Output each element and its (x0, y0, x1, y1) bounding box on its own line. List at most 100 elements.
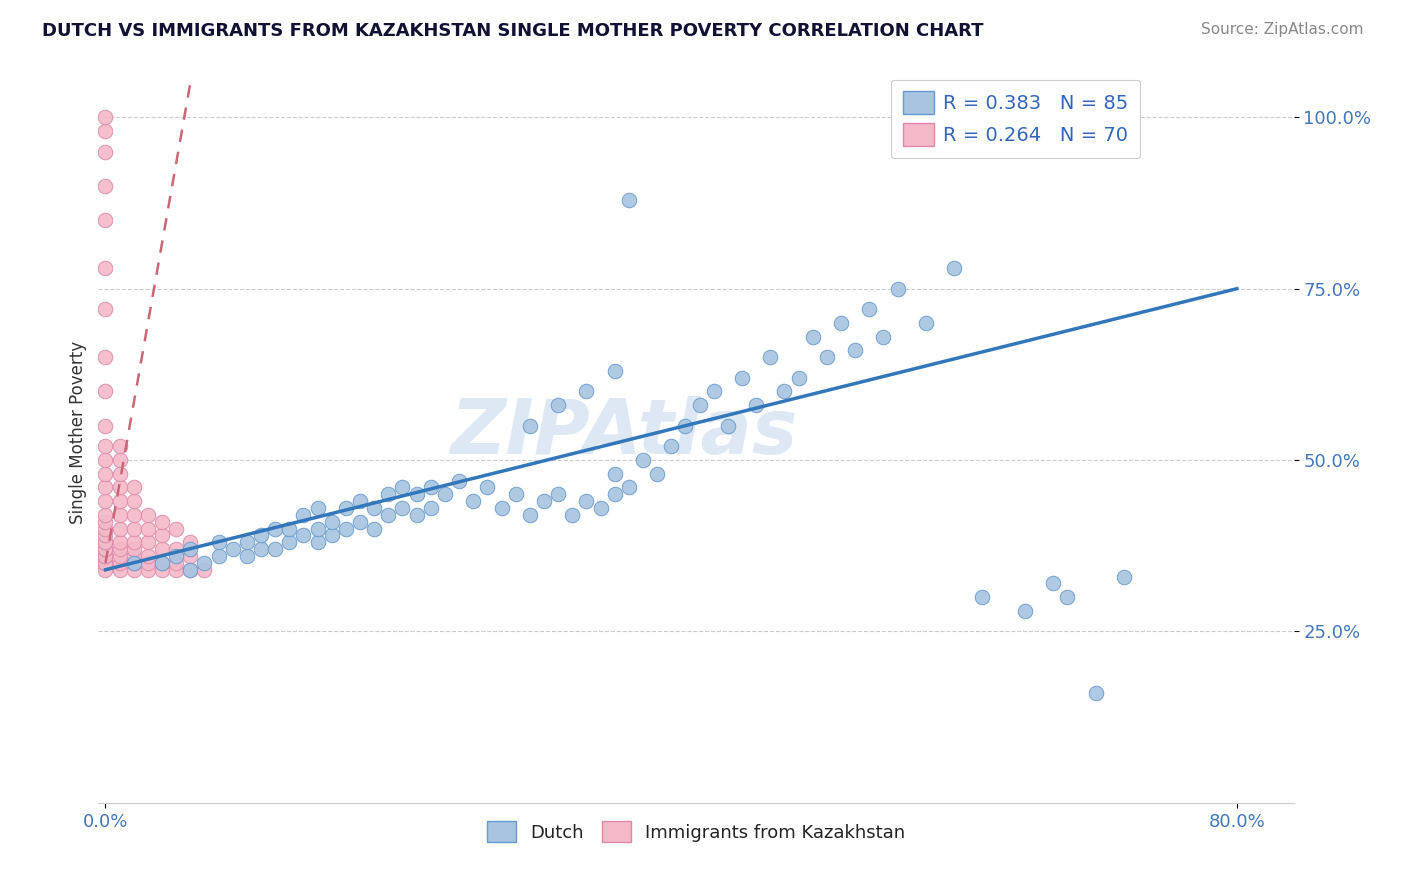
Point (94, 556, 117, 570)
Point (122, 556, 145, 570)
Point (292, 508, 315, 522)
Point (264, 522, 287, 536)
Point (94, 556, 117, 570)
Point (179, 535, 201, 549)
Point (250, 528, 273, 542)
Point (433, 487, 456, 501)
Point (1112, 569, 1135, 583)
Point (858, 302, 880, 317)
Point (547, 487, 569, 501)
Point (108, 542, 131, 557)
Point (179, 542, 201, 557)
Point (519, 418, 541, 433)
Point (165, 563, 187, 577)
Point (335, 501, 357, 516)
Text: DUTCH VS IMMIGRANTS FROM KAZAKHSTAN SINGLE MOTHER POVERTY CORRELATION CHART: DUTCH VS IMMIGRANTS FROM KAZAKHSTAN SING… (42, 22, 984, 40)
Point (1014, 604, 1036, 618)
Point (94, 110, 117, 124)
Point (122, 535, 145, 549)
Point (150, 556, 173, 570)
Point (477, 480, 499, 494)
Point (363, 522, 385, 536)
Point (321, 515, 343, 529)
Point (94, 535, 117, 549)
Point (136, 508, 159, 522)
Point (419, 501, 441, 516)
Point (972, 590, 994, 604)
Point (94, 508, 117, 522)
Point (94, 542, 117, 557)
Point (193, 563, 215, 577)
Point (872, 329, 894, 343)
Point (136, 549, 159, 563)
Point (94, 178, 117, 193)
Point (603, 467, 626, 481)
Point (673, 418, 696, 433)
Point (108, 467, 131, 481)
Point (321, 528, 343, 542)
Point (165, 542, 187, 557)
Point (307, 535, 329, 549)
Point (94, 549, 117, 563)
Point (122, 542, 145, 557)
Point (94, 384, 117, 399)
Point (575, 494, 598, 508)
Point (463, 494, 485, 508)
Point (122, 494, 145, 508)
Point (108, 535, 131, 549)
Point (122, 508, 145, 522)
Point (391, 480, 413, 494)
Point (94, 480, 117, 494)
Point (1056, 590, 1078, 604)
Point (787, 371, 810, 385)
Point (1084, 686, 1107, 700)
Point (659, 439, 682, 453)
Point (179, 563, 201, 577)
Point (94, 418, 117, 433)
Y-axis label: Single Mother Poverty: Single Mother Poverty (69, 341, 87, 524)
Point (94, 302, 117, 317)
Point (122, 480, 145, 494)
Point (94, 535, 117, 549)
Point (94, 542, 117, 557)
Point (886, 282, 908, 296)
Point (405, 487, 427, 501)
Point (491, 501, 513, 516)
Point (815, 350, 838, 364)
Point (731, 371, 754, 385)
Point (108, 556, 131, 570)
Point (136, 522, 159, 536)
Point (250, 542, 273, 557)
Point (165, 556, 187, 570)
Point (505, 487, 527, 501)
Point (108, 563, 131, 577)
Point (94, 453, 117, 467)
Point (108, 439, 131, 453)
Point (150, 515, 173, 529)
Legend: Dutch, Immigrants from Kazakhstan: Dutch, Immigrants from Kazakhstan (479, 814, 912, 849)
Point (278, 535, 301, 549)
Point (547, 398, 569, 412)
Point (122, 563, 145, 577)
Point (645, 467, 668, 481)
Point (179, 549, 201, 563)
Point (391, 501, 413, 516)
Point (94, 563, 117, 577)
Point (150, 542, 173, 557)
Point (94, 515, 117, 529)
Point (108, 522, 131, 536)
Point (94, 467, 117, 481)
Point (150, 556, 173, 570)
Point (717, 418, 740, 433)
Point (94, 439, 117, 453)
Point (165, 522, 187, 536)
Point (830, 316, 852, 330)
Point (405, 508, 427, 522)
Point (179, 563, 201, 577)
Point (94, 549, 117, 563)
Point (222, 542, 245, 557)
Point (603, 364, 626, 378)
Point (617, 193, 640, 207)
Point (150, 528, 173, 542)
Point (94, 124, 117, 138)
